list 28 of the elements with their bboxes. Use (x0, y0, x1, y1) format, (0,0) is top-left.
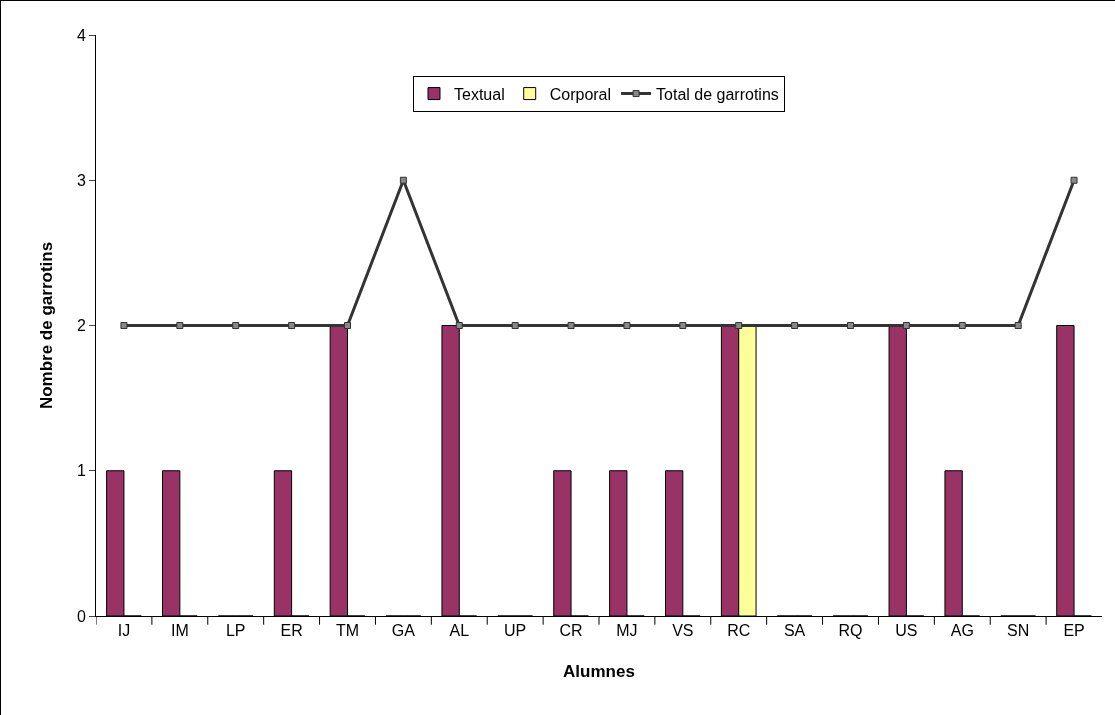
y-tick-label: 0 (76, 607, 86, 625)
x-tick-label: VS (672, 622, 694, 640)
y-tick-label: 1 (76, 462, 86, 480)
x-tick-label: AL (449, 622, 470, 640)
legend-label: Total de garrotins (656, 85, 779, 103)
x-tick-label: GA (391, 622, 416, 640)
y-tick-label: 2 (76, 317, 86, 335)
x-tick-label: IJ (117, 622, 131, 640)
x-tick-label: RQ (838, 622, 863, 640)
x-tick-label: LP (225, 622, 246, 640)
y-tick-label: 4 (76, 26, 86, 44)
x-tick-label: IM (170, 622, 189, 640)
x-tick-label: CR (559, 622, 583, 640)
x-tick-label: MJ (616, 622, 638, 640)
x-tick-label: ER (280, 622, 303, 640)
x-tick-label: EP (1063, 622, 1085, 640)
legend-label: Textual (454, 85, 505, 103)
x-tick-label: US (895, 622, 918, 640)
x-tick-label: AG (950, 622, 974, 640)
x-axis-title: Alumnes (563, 662, 635, 681)
y-axis-title: Nombre de garrotins (37, 241, 56, 410)
legend-label: Corporal (549, 85, 612, 103)
y-tick-label: 3 (76, 171, 86, 189)
x-tick-label: SA (783, 622, 806, 640)
x-tick-label: TM (335, 622, 360, 640)
x-tick-label: SN (1007, 622, 1030, 640)
x-tick-label: RC (727, 622, 751, 640)
x-tick-label: UP (504, 622, 527, 640)
